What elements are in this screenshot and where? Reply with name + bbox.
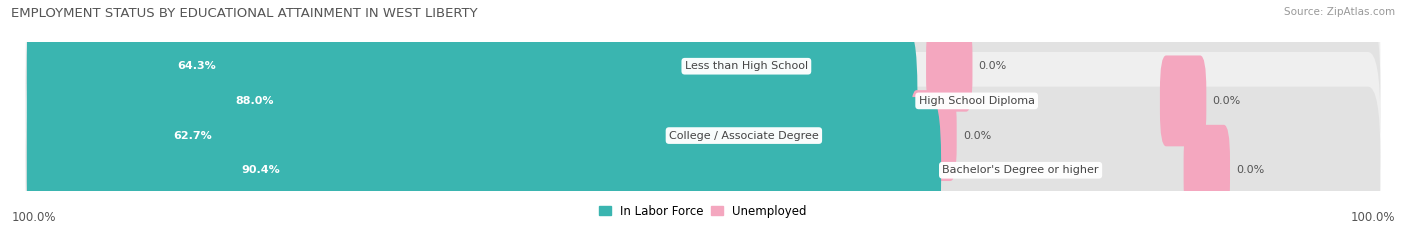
FancyBboxPatch shape <box>27 0 683 139</box>
FancyBboxPatch shape <box>27 97 941 233</box>
FancyBboxPatch shape <box>25 0 1381 150</box>
Text: 0.0%: 0.0% <box>1212 96 1240 106</box>
Text: College / Associate Degree: College / Associate Degree <box>669 130 818 140</box>
FancyBboxPatch shape <box>25 17 1381 185</box>
Text: Less than High School: Less than High School <box>685 61 808 71</box>
Text: 0.0%: 0.0% <box>1236 165 1264 175</box>
Text: Bachelor's Degree or higher: Bachelor's Degree or higher <box>942 165 1099 175</box>
FancyBboxPatch shape <box>1184 125 1230 216</box>
Legend: In Labor Force, Unemployed: In Labor Force, Unemployed <box>599 205 807 218</box>
FancyBboxPatch shape <box>27 62 668 209</box>
Text: 90.4%: 90.4% <box>242 165 280 175</box>
FancyBboxPatch shape <box>27 28 918 174</box>
Text: Source: ZipAtlas.com: Source: ZipAtlas.com <box>1284 7 1395 17</box>
Text: 100.0%: 100.0% <box>1350 211 1395 224</box>
FancyBboxPatch shape <box>25 87 1381 233</box>
Text: EMPLOYMENT STATUS BY EDUCATIONAL ATTAINMENT IN WEST LIBERTY: EMPLOYMENT STATUS BY EDUCATIONAL ATTAINM… <box>11 7 478 20</box>
Text: 0.0%: 0.0% <box>963 130 991 140</box>
FancyBboxPatch shape <box>927 21 973 112</box>
Text: 0.0%: 0.0% <box>979 61 1007 71</box>
Text: 88.0%: 88.0% <box>236 96 274 106</box>
FancyBboxPatch shape <box>1160 55 1206 146</box>
Text: 64.3%: 64.3% <box>177 61 217 71</box>
Text: 100.0%: 100.0% <box>11 211 56 224</box>
FancyBboxPatch shape <box>25 52 1381 219</box>
Text: 62.7%: 62.7% <box>173 130 212 140</box>
Text: High School Diploma: High School Diploma <box>918 96 1035 106</box>
FancyBboxPatch shape <box>910 90 956 181</box>
